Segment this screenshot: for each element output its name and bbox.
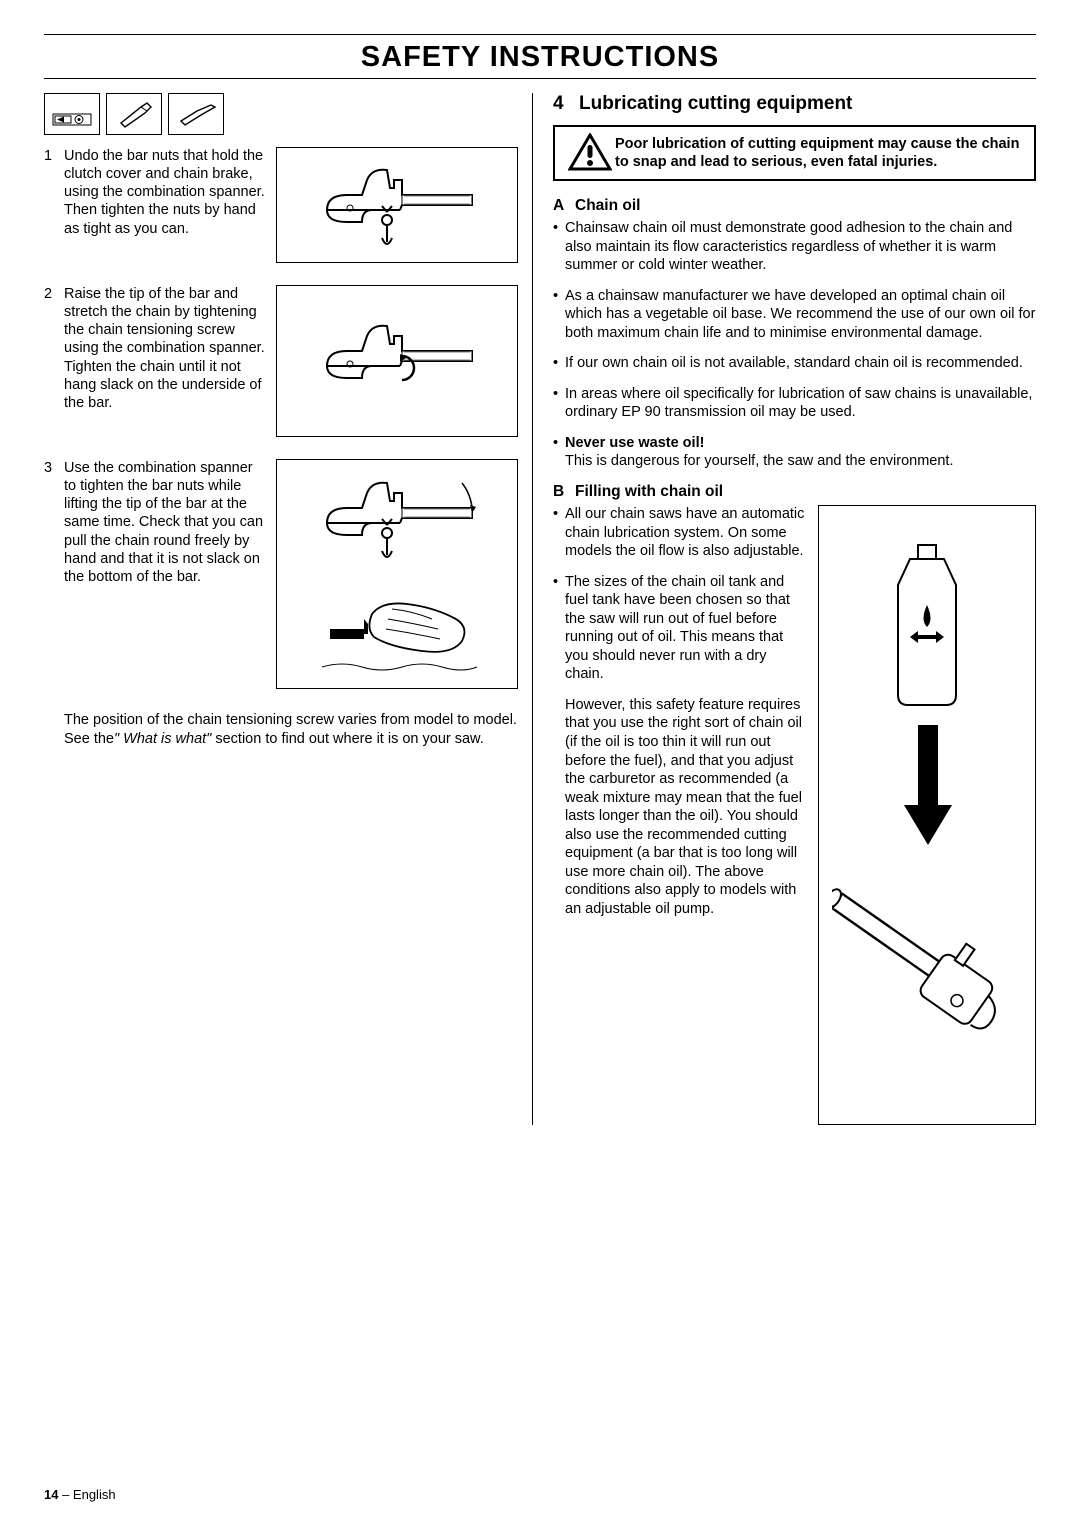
page-number-value: 14 [44, 1487, 58, 1502]
content-columns: 1 Undo the bar nuts that hold the clutch… [44, 93, 1036, 1125]
left-note: The position of the chain tensioning scr… [64, 711, 518, 749]
step-number: 3 [44, 459, 64, 689]
right-column: 4 Lubricating cutting equipment Poor lub… [532, 93, 1036, 1125]
step-3: 3 Use the combination spanner to tighten… [44, 459, 518, 689]
section-number: 4 [553, 93, 579, 115]
bullet: If our own chain oil is not available, s… [553, 354, 1036, 373]
spanner-icon [106, 93, 162, 135]
warning-icon [565, 133, 615, 173]
sub-letter: B [553, 483, 575, 501]
note-italic: " What is what" [114, 731, 211, 747]
bullet: The sizes of the chain oil tank and fuel… [553, 573, 808, 684]
title-rule [44, 78, 1036, 79]
step-1: 1 Undo the bar nuts that hold the clutch… [44, 147, 518, 263]
section-title: Lubricating cutting equipment [579, 93, 852, 115]
bullet: As a chainsaw manufacturer we have devel… [553, 287, 1036, 343]
tool-icon-row [44, 93, 518, 135]
bullet: Chainsaw chain oil must demonstrate good… [553, 219, 1036, 275]
bullet: All our chain saws have an automatic cha… [553, 505, 808, 561]
page-title: SAFETY INSTRUCTIONS [44, 35, 1036, 78]
warning-text: Poor lubrication of cutting equipment ma… [615, 135, 1024, 171]
step-text: Raise the tip of the bar and stretch the… [64, 285, 268, 437]
filling-text: All our chain saws have an automatic cha… [553, 505, 808, 1125]
sub-title: Chain oil [575, 197, 640, 214]
page-language: – English [58, 1487, 115, 1502]
step-text: Use the combination spanner to tighten t… [64, 459, 268, 689]
subsection-a-head: AChain oil [553, 197, 1036, 215]
step-number: 1 [44, 147, 64, 263]
sub-letter: A [553, 197, 575, 215]
never-rest: This is dangerous for yourself, the saw … [565, 453, 953, 469]
step-text: Undo the bar nuts that hold the clutch c… [64, 147, 268, 263]
bullet-never: Never use waste oil! This is dangerous f… [553, 434, 1036, 471]
warning-box: Poor lubrication of cutting equipment ma… [553, 125, 1036, 181]
note-part-b: section to find out where it is on your … [211, 731, 483, 747]
filling-row: All our chain saws have an automatic cha… [553, 505, 1036, 1125]
chain-oil-bullets: Chainsaw chain oil must demonstrate good… [553, 219, 1036, 471]
screwdriver-icon [168, 93, 224, 135]
step-1-figure [276, 147, 518, 263]
page-number: 14 – English [44, 1487, 116, 1502]
left-column: 1 Undo the bar nuts that hold the clutch… [44, 93, 532, 1125]
step-2-figure [276, 285, 518, 437]
subsection-b-head: BFilling with chain oil [553, 483, 1036, 501]
never-bold: Never use waste oil! [565, 435, 704, 451]
however-paragraph: However, this safety feature requires th… [553, 696, 808, 919]
arrow-dial-icon [44, 93, 100, 135]
section-heading: 4 Lubricating cutting equipment [553, 93, 1036, 115]
filling-figure [818, 505, 1036, 1125]
bullet: In areas where oil specifically for lubr… [553, 385, 1036, 422]
sub-title: Filling with chain oil [575, 483, 723, 500]
step-2: 2 Raise the tip of the bar and stretch t… [44, 285, 518, 437]
step-3-figure [276, 459, 518, 689]
step-number: 2 [44, 285, 64, 437]
